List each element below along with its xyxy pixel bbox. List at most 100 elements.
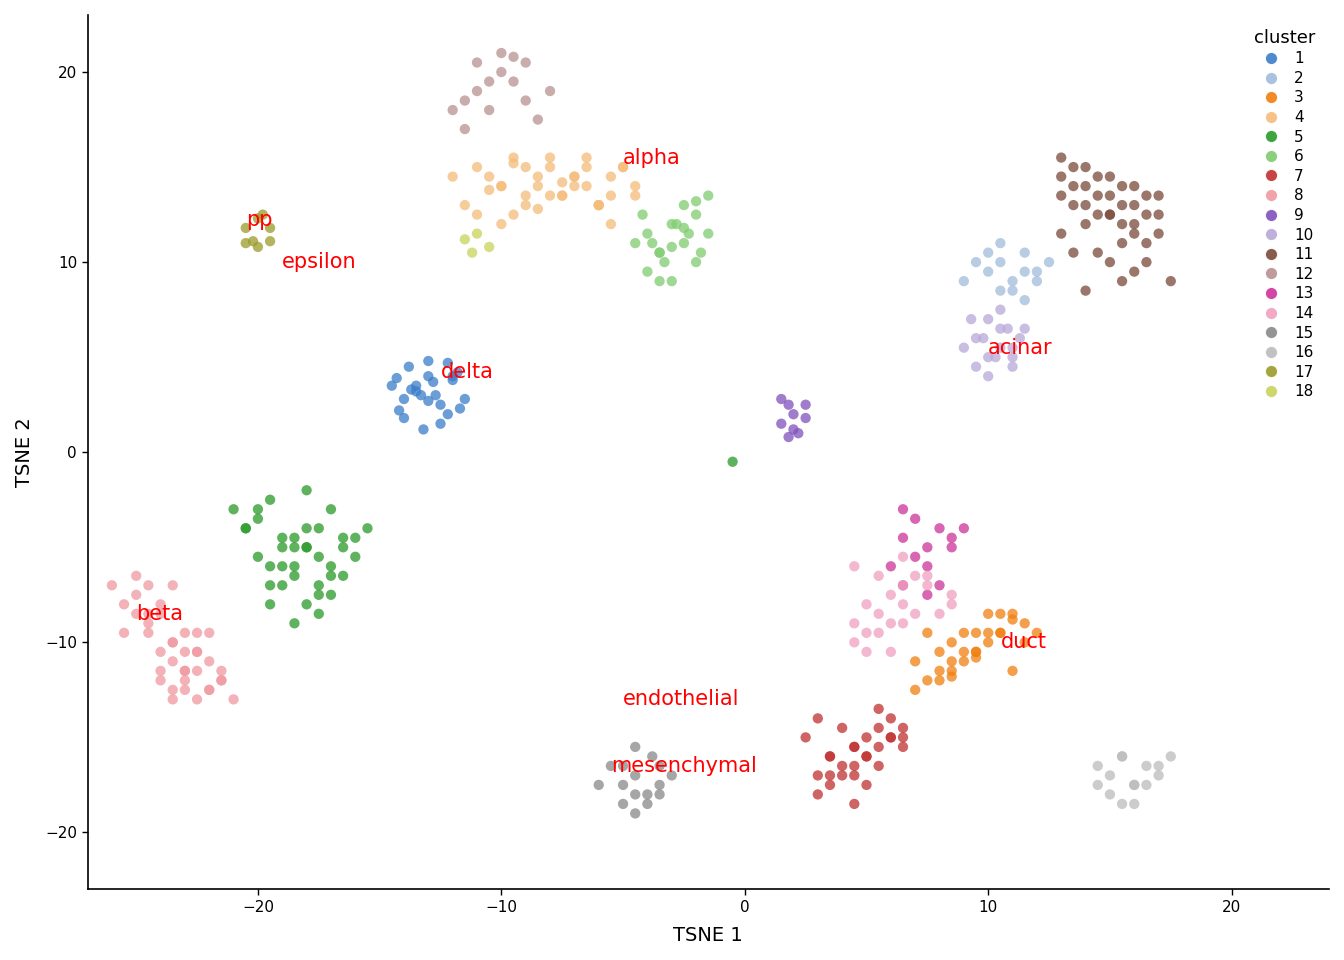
Point — [430, 416, 452, 431]
Point — [437, 406, 458, 421]
Point — [442, 103, 464, 118]
Point — [284, 568, 305, 584]
Point — [698, 188, 719, 204]
Text: alpha: alpha — [624, 148, 681, 168]
Point — [977, 635, 999, 650]
Point — [125, 606, 146, 621]
Point — [515, 159, 536, 175]
Point — [515, 198, 536, 213]
Point — [491, 64, 512, 80]
Point — [601, 188, 622, 204]
Point — [527, 202, 548, 217]
Point — [113, 625, 134, 640]
Point — [1099, 768, 1121, 783]
Point — [199, 625, 220, 640]
Point — [1124, 778, 1145, 793]
Point — [844, 615, 866, 631]
Point — [199, 683, 220, 698]
Text: duct: duct — [1000, 633, 1047, 653]
Point — [1111, 796, 1133, 811]
Point — [856, 778, 878, 793]
Point — [856, 644, 878, 660]
Legend: 1, 2, 3, 4, 5, 6, 7, 8, 9, 10, 11, 12, 13, 14, 15, 16, 17, 18: 1, 2, 3, 4, 5, 6, 7, 8, 9, 10, 11, 12, 1… — [1247, 23, 1321, 405]
Point — [649, 245, 671, 260]
Point — [868, 606, 890, 621]
Point — [187, 625, 208, 640]
Point — [985, 349, 1007, 365]
Point — [271, 540, 293, 555]
Point — [880, 730, 902, 745]
Point — [332, 530, 353, 545]
Point — [941, 669, 962, 684]
Point — [587, 198, 609, 213]
Point — [806, 787, 828, 803]
Point — [175, 663, 196, 679]
Point — [235, 220, 257, 235]
Point — [175, 663, 196, 679]
Point — [685, 207, 707, 223]
Point — [163, 683, 184, 698]
Point — [806, 768, 828, 783]
Point — [778, 397, 800, 413]
Point — [1013, 321, 1035, 336]
Point — [977, 264, 999, 279]
Point — [446, 365, 468, 380]
Point — [271, 559, 293, 574]
Point — [247, 211, 269, 227]
Point — [977, 369, 999, 384]
Point — [941, 635, 962, 650]
Point — [965, 644, 986, 660]
Point — [641, 235, 663, 251]
Point — [1087, 207, 1109, 223]
Point — [929, 673, 950, 688]
Point — [1001, 274, 1023, 289]
Point — [965, 644, 986, 660]
Point — [187, 663, 208, 679]
Point — [770, 392, 792, 407]
Point — [1075, 198, 1097, 213]
Text: epsilon: epsilon — [282, 252, 358, 272]
Point — [271, 578, 293, 593]
Point — [1087, 245, 1109, 260]
Point — [892, 615, 914, 631]
Point — [649, 245, 671, 260]
Point — [1001, 349, 1023, 365]
Point — [491, 179, 512, 194]
Point — [685, 254, 707, 270]
Point — [410, 388, 431, 403]
Point — [1001, 283, 1023, 299]
Point — [563, 169, 585, 184]
Point — [1063, 159, 1085, 175]
Point — [149, 673, 171, 688]
Point — [187, 644, 208, 660]
Text: mesenchymal: mesenchymal — [612, 756, 757, 776]
Point — [211, 673, 233, 688]
Point — [163, 578, 184, 593]
Point — [1025, 264, 1047, 279]
Point — [953, 654, 974, 669]
Point — [125, 568, 146, 584]
Point — [601, 169, 622, 184]
Point — [661, 216, 683, 231]
Point — [430, 397, 452, 413]
Point — [1013, 245, 1035, 260]
Point — [1075, 159, 1097, 175]
Point — [235, 520, 257, 536]
Point — [832, 758, 853, 774]
Point — [880, 644, 902, 660]
Point — [503, 156, 524, 171]
Point — [953, 520, 974, 536]
Point — [649, 778, 671, 793]
Point — [1111, 198, 1133, 213]
Point — [965, 330, 986, 346]
Point — [613, 778, 634, 793]
Point — [653, 254, 675, 270]
Point — [1025, 625, 1047, 640]
Point — [401, 382, 422, 397]
Point — [698, 226, 719, 241]
Point — [284, 540, 305, 555]
Point — [677, 226, 699, 241]
Point — [649, 758, 671, 774]
Point — [1063, 198, 1085, 213]
Point — [892, 739, 914, 755]
